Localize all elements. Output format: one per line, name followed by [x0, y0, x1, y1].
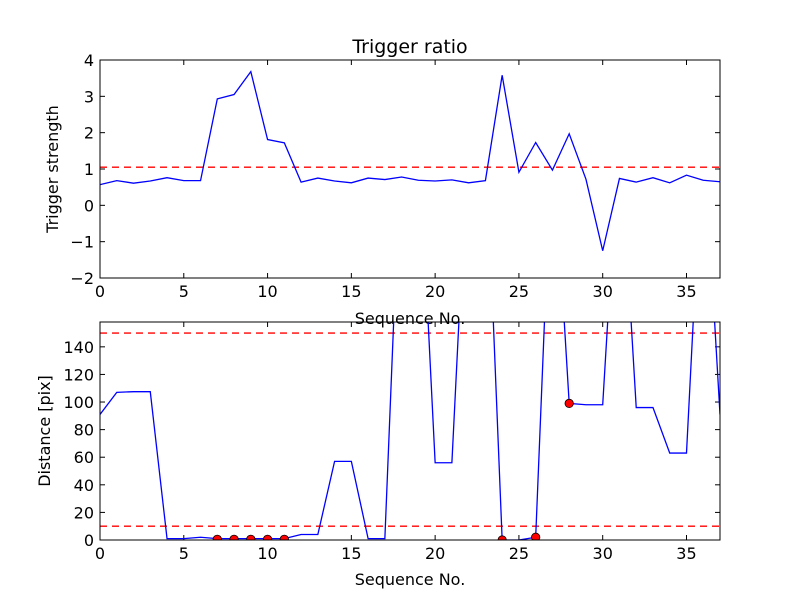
series-line	[100, 322, 720, 540]
x-tick-label: 15	[341, 544, 361, 563]
x-tick-label: 0	[95, 544, 105, 563]
x-tick-label: 35	[676, 544, 696, 563]
x-tick-label: 25	[509, 282, 529, 301]
y-tick-label: −1	[70, 233, 94, 252]
axes-frame	[99, 321, 721, 541]
y-tick-label: 40	[74, 476, 94, 495]
data-marker	[531, 532, 541, 540]
y-tick-label: 140	[63, 338, 94, 357]
y-tick-label: 0	[84, 531, 94, 550]
data-marker	[279, 534, 289, 540]
y-tick-label: 1	[84, 160, 94, 179]
data-marker	[212, 534, 222, 540]
tick-group: 0 5 10 15 20 25 30 35 −2 −1 0 1 2 3 4	[70, 51, 720, 301]
x-tick-label: 10	[257, 282, 277, 301]
axes-frame	[99, 59, 721, 279]
y-tick-label: 60	[74, 448, 94, 467]
x-tick-label: 5	[179, 544, 189, 563]
x-tick-label: 0	[95, 282, 105, 301]
x-tick-label: 35	[676, 282, 696, 301]
y-tick-label: 3	[84, 87, 94, 106]
y-tick-label: −2	[70, 269, 94, 288]
y-tick-label: 0	[84, 196, 94, 215]
x-tick-label: 30	[593, 544, 613, 563]
distance-chart: Sequence No. Distance [pix] 0 5 10 15 20 25 30…	[35, 321, 721, 589]
x-tick-label: 10	[257, 544, 277, 563]
plot-area	[100, 322, 720, 540]
y-tick-label: 4	[84, 51, 94, 70]
tick-group: 0 5 10 15 20 25 30 35 0 20 40 60 80 100 120 140	[63, 322, 720, 563]
x-tick-label: 5	[179, 282, 189, 301]
x-tick-label: 20	[425, 544, 445, 563]
y-tick-label: 20	[74, 503, 94, 522]
plot-area	[100, 70, 720, 251]
x-tick-label: 15	[341, 282, 361, 301]
y-axis-label: Distance [pix]	[35, 375, 54, 487]
trigger-ratio-chart: Trigger ratio Sequence No. Trigger stren…	[43, 36, 721, 328]
y-tick-label: 2	[84, 124, 94, 143]
x-tick-label: 20	[425, 282, 445, 301]
y-axis-label: Trigger strength	[43, 105, 62, 234]
x-axis-label: Sequence No.	[355, 309, 466, 328]
data-marker	[246, 534, 256, 540]
y-tick-label: 100	[63, 393, 94, 412]
x-axis-label: Sequence No.	[355, 570, 466, 589]
series-line	[100, 70, 720, 251]
data-marker	[229, 534, 239, 540]
x-tick-label: 25	[509, 544, 529, 563]
y-tick-label: 120	[63, 365, 94, 384]
data-marker	[564, 398, 574, 409]
chart-title: Trigger ratio	[351, 36, 467, 58]
data-marker	[262, 534, 273, 540]
x-tick-label: 30	[593, 282, 613, 301]
y-tick-label: 80	[74, 421, 94, 440]
